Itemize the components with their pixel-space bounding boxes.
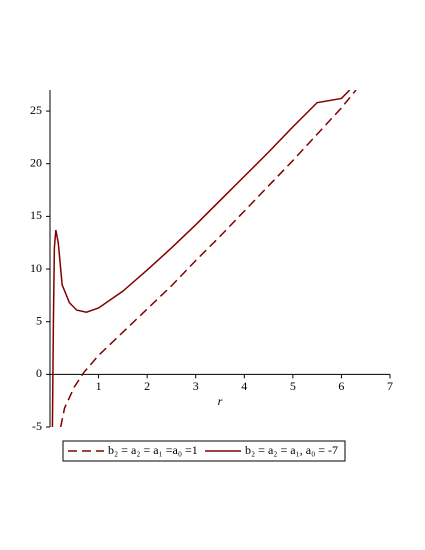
x-tick-label: 4 — [241, 379, 247, 393]
x-tick-label: 1 — [96, 379, 102, 393]
x-tick-label: 5 — [290, 379, 296, 393]
y-tick-label: 0 — [36, 366, 42, 380]
legend-label: b₂ = a₂ = a₁, a₀ = -7 — [245, 443, 338, 457]
legend-label: b₂ = a₂ = a₁ =a₀ =1 — [108, 443, 198, 457]
x-tick-label: 7 — [387, 379, 393, 393]
y-tick-label: 20 — [30, 155, 42, 169]
x-tick-label: 6 — [338, 379, 344, 393]
y-tick-label: 15 — [30, 208, 42, 222]
y-tick-label: 5 — [36, 313, 42, 327]
y-tick-label: 25 — [30, 103, 42, 117]
y-tick-label: -5 — [32, 419, 42, 433]
line-series — [51, 90, 351, 427]
x-tick-label: 3 — [193, 379, 199, 393]
line-series — [59, 90, 357, 427]
legend-box — [62, 440, 346, 462]
x-tick-label: 2 — [144, 379, 150, 393]
x-axis-label: r — [218, 394, 223, 408]
y-tick-label: 10 — [30, 261, 42, 275]
